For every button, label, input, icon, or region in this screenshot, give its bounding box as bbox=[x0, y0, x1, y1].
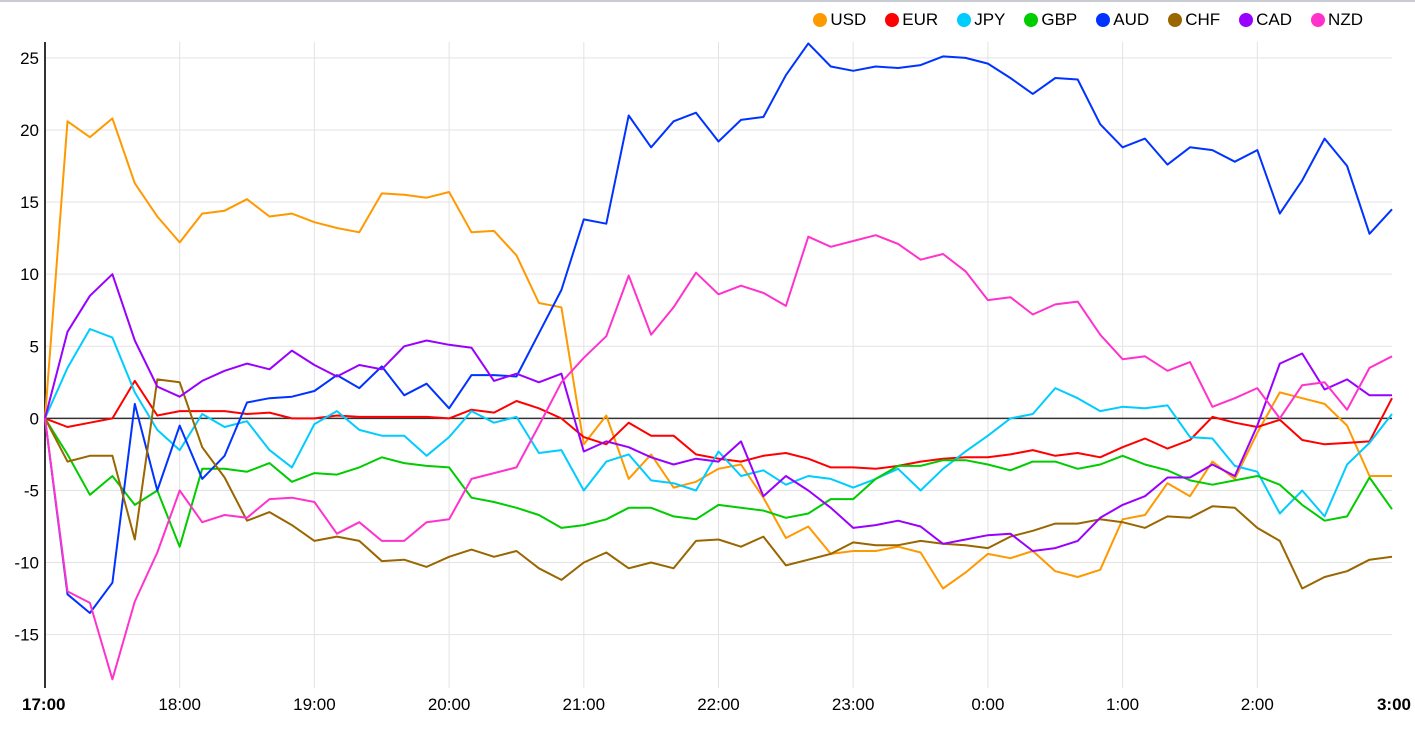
x-tick-label: 23:00 bbox=[832, 695, 875, 714]
x-tick-label: 1:00 bbox=[1106, 695, 1139, 714]
legend-item-cad[interactable]: CAD bbox=[1239, 10, 1292, 30]
legend-label: CHF bbox=[1185, 10, 1221, 29]
x-tick-label: 20:00 bbox=[428, 695, 471, 714]
y-tick-label: -5 bbox=[24, 481, 39, 500]
series-line-gbp bbox=[44, 417, 1393, 548]
x-tick-label: 3:00 bbox=[1377, 695, 1411, 714]
y-tick-label: -10 bbox=[14, 554, 39, 573]
series-line-jpy bbox=[44, 328, 1393, 518]
series-line-cad bbox=[44, 273, 1392, 552]
legend-dot-icon bbox=[1024, 13, 1039, 27]
legend-dot-icon bbox=[957, 13, 972, 27]
y-tick-label: 25 bbox=[20, 49, 39, 68]
legend-dot-icon bbox=[885, 13, 900, 27]
y-tick-label: 15 bbox=[20, 193, 39, 212]
x-tick-label: 21:00 bbox=[563, 695, 606, 714]
legend-label: EUR bbox=[902, 10, 939, 29]
x-tick-label: 2:00 bbox=[1241, 695, 1274, 714]
legend-label: JPY bbox=[974, 10, 1006, 29]
series-line-nzd bbox=[44, 234, 1393, 681]
legend-dot-icon bbox=[813, 13, 828, 27]
y-tick-label: 5 bbox=[30, 337, 39, 356]
legend-dot-icon bbox=[1311, 13, 1326, 27]
legend-label: USD bbox=[830, 10, 867, 29]
x-tick-label: 19:00 bbox=[293, 695, 336, 714]
y-tick-label: 0 bbox=[30, 409, 39, 428]
x-tick-label: 17:00 bbox=[22, 695, 65, 714]
series-line-chf bbox=[44, 378, 1393, 590]
y-tick-label: 10 bbox=[20, 265, 39, 284]
legend-item-aud[interactable]: AUD bbox=[1096, 10, 1149, 30]
legend-item-nzd[interactable]: NZD bbox=[1311, 10, 1363, 30]
series-line-usd bbox=[44, 117, 1392, 590]
legend-dot-icon bbox=[1168, 13, 1183, 27]
x-tick-label: 18:00 bbox=[158, 695, 201, 714]
series-line-aud bbox=[44, 42, 1393, 614]
legend-item-chf[interactable]: CHF bbox=[1168, 10, 1220, 30]
legend-dot-icon bbox=[1096, 13, 1111, 27]
legend-label: GBP bbox=[1041, 10, 1078, 29]
x-tick-label: 22:00 bbox=[697, 695, 740, 714]
legend-dot-icon bbox=[1239, 13, 1254, 27]
legend-item-jpy[interactable]: JPY bbox=[957, 10, 1005, 30]
legend-label: NZD bbox=[1328, 10, 1363, 29]
y-tick-label: -15 bbox=[14, 626, 39, 645]
chart-legend: USD EUR JPY GBP AUD CHF CAD NZD bbox=[794, 10, 1363, 30]
y-tick-label: 20 bbox=[20, 121, 39, 140]
legend-item-usd[interactable]: USD bbox=[813, 10, 866, 30]
legend-item-eur[interactable]: EUR bbox=[885, 10, 938, 30]
legend-label: AUD bbox=[1113, 10, 1150, 29]
series-line-eur bbox=[44, 379, 1393, 470]
legend-item-gbp[interactable]: GBP bbox=[1024, 10, 1077, 30]
legend-label: CAD bbox=[1256, 10, 1293, 29]
x-tick-label: 0:00 bbox=[971, 695, 1004, 714]
